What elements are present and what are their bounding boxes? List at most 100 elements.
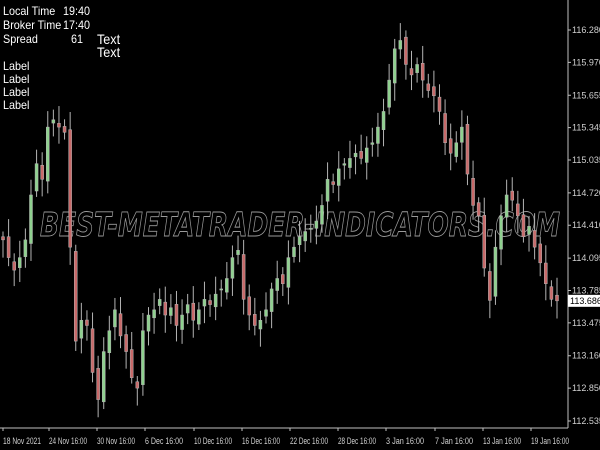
candle-body bbox=[34, 163, 39, 192]
candle-body bbox=[169, 307, 173, 316]
y-tick-label: 116.280 bbox=[572, 25, 600, 35]
candle-body bbox=[107, 330, 112, 353]
candle-body bbox=[62, 126, 67, 133]
candle-body bbox=[409, 68, 414, 76]
candle-body bbox=[152, 309, 156, 319]
candle-body bbox=[370, 142, 375, 145]
candle-body bbox=[292, 246, 296, 257]
broker-time-value: 17:40 bbox=[63, 18, 91, 32]
candle-body bbox=[314, 220, 319, 229]
candle-body bbox=[482, 215, 487, 269]
candle-body bbox=[180, 314, 184, 330]
candle-body bbox=[476, 202, 481, 217]
candle-body bbox=[275, 278, 279, 291]
candle-body bbox=[90, 328, 95, 373]
candle-body bbox=[18, 257, 22, 268]
candle-body bbox=[510, 190, 514, 201]
candle-body bbox=[40, 164, 44, 180]
candle-body bbox=[1, 236, 5, 241]
x-tick-label: 6 Dec 16:00 bbox=[145, 436, 183, 446]
candle-body bbox=[213, 293, 218, 308]
y-tick-label: 115.970 bbox=[572, 57, 600, 67]
candle-body bbox=[185, 304, 190, 314]
candle-body bbox=[353, 152, 358, 158]
candle-body bbox=[309, 228, 313, 230]
x-tick-label: 28 Dec 16:00 bbox=[338, 436, 376, 446]
candle-body bbox=[549, 286, 554, 300]
candle-body bbox=[163, 301, 168, 316]
candle-body bbox=[96, 368, 100, 400]
candle-body bbox=[197, 309, 201, 325]
candle-body bbox=[174, 304, 179, 326]
candle-body bbox=[331, 181, 335, 185]
x-tick-label: 16 Dec 16:00 bbox=[242, 436, 280, 446]
candle-body bbox=[521, 214, 526, 237]
x-tick-label: 19 Jan 16:00 bbox=[531, 436, 569, 446]
candle-body bbox=[79, 319, 84, 339]
candle-body bbox=[73, 251, 78, 342]
candle-body bbox=[191, 302, 196, 321]
candle-body bbox=[124, 334, 128, 352]
candle-body bbox=[342, 163, 347, 166]
x-tick-label: 22 Dec 16:00 bbox=[290, 436, 328, 446]
candle-body bbox=[504, 194, 509, 218]
x-tick-label: 18 Nov 2021 bbox=[3, 436, 41, 446]
candle-body bbox=[532, 230, 537, 248]
candle-body bbox=[286, 257, 291, 288]
x-tick-label: 24 Nov 16:00 bbox=[49, 436, 87, 446]
x-tick-label: 7 Jan 16:00 bbox=[435, 436, 473, 446]
candle-body bbox=[23, 239, 28, 257]
candle-body bbox=[118, 313, 123, 337]
candle-body bbox=[225, 278, 229, 293]
candle-body bbox=[465, 124, 470, 175]
candle-body bbox=[471, 178, 475, 206]
candle-body bbox=[57, 123, 61, 128]
candle-body bbox=[230, 257, 235, 279]
y-tick-label: 113.475 bbox=[572, 318, 600, 328]
candle-body bbox=[516, 203, 520, 217]
candle-body bbox=[420, 63, 425, 81]
candle-body bbox=[208, 300, 212, 305]
local-time-label: Local Time bbox=[3, 4, 56, 18]
candle-body bbox=[348, 158, 352, 168]
candle-body bbox=[241, 254, 246, 300]
candle-body bbox=[443, 113, 447, 144]
candle-body bbox=[113, 309, 117, 328]
candle-body bbox=[499, 215, 503, 250]
candle-body bbox=[141, 330, 145, 385]
current-price-box bbox=[568, 294, 600, 307]
y-tick-label: 115.035 bbox=[572, 155, 600, 165]
candle-body bbox=[6, 236, 11, 258]
candle-body bbox=[253, 314, 257, 326]
candle-body bbox=[247, 296, 251, 316]
candle-body bbox=[376, 126, 380, 144]
y-tick-label: 114.095 bbox=[572, 253, 600, 263]
candle-body bbox=[29, 194, 33, 244]
candle-body bbox=[454, 142, 459, 157]
spread-value: 61 bbox=[71, 32, 84, 46]
candle-body bbox=[135, 381, 140, 389]
candle-body bbox=[544, 262, 548, 284]
candle-body bbox=[448, 138, 453, 154]
candle-body bbox=[392, 48, 397, 84]
text-label-2: Text bbox=[97, 44, 121, 60]
x-tick-label: 3 Jan 16:00 bbox=[386, 436, 424, 446]
spread-label: Spread bbox=[3, 32, 38, 46]
candle-body bbox=[85, 319, 89, 326]
candle-body bbox=[325, 179, 330, 202]
label-3: Label bbox=[3, 85, 30, 99]
text-label-1: Text bbox=[97, 31, 121, 47]
y-tick-label: 114.410 bbox=[572, 220, 600, 230]
candle-body bbox=[101, 351, 106, 403]
local-time-value: 19:40 bbox=[63, 4, 91, 18]
candle-body bbox=[297, 236, 302, 245]
y-tick-label: 112.535 bbox=[572, 416, 600, 426]
y-tick-label: 113.785 bbox=[572, 285, 600, 295]
y-tick-label: 115.345 bbox=[572, 123, 600, 133]
candle-body bbox=[146, 314, 151, 332]
candle-body bbox=[538, 243, 542, 264]
candle-body bbox=[488, 271, 492, 301]
current-price-label: 113.686 bbox=[570, 296, 600, 306]
